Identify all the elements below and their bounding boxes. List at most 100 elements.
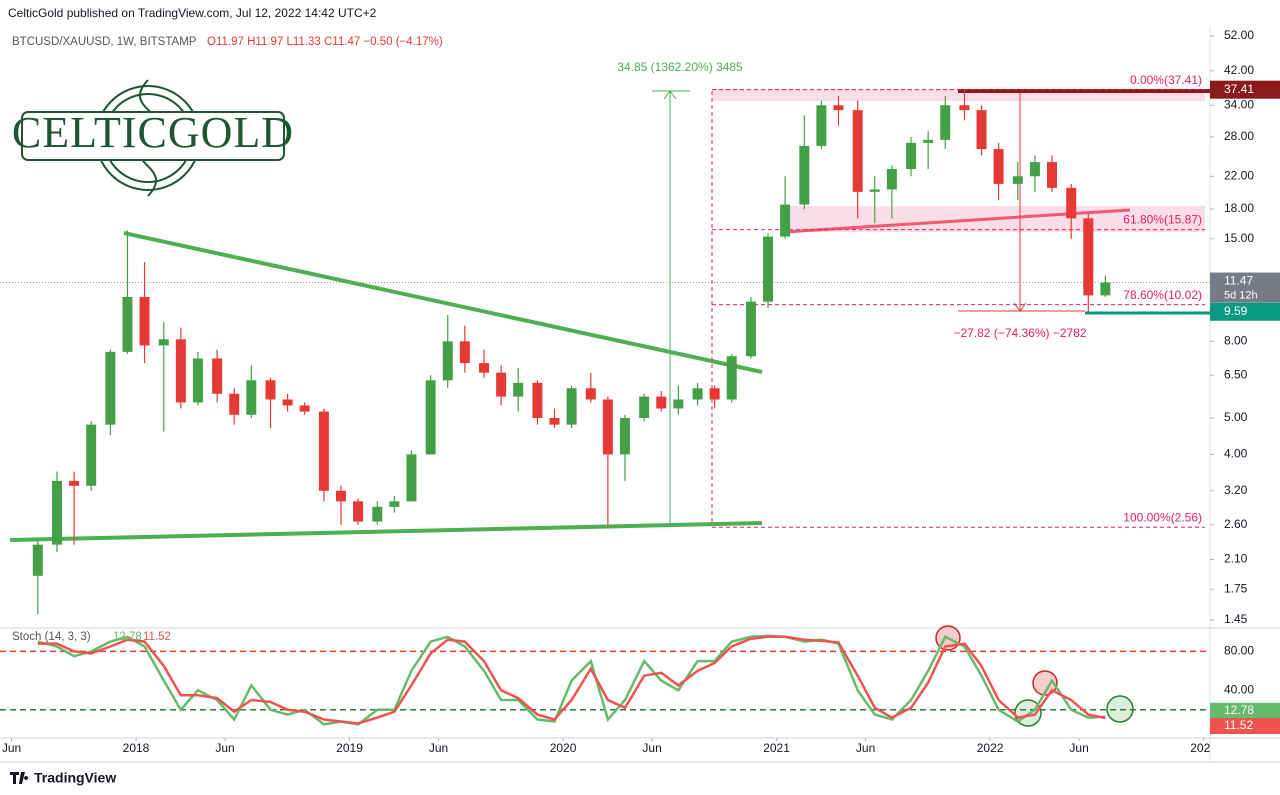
stoch-title: Stoch (14, 3, 3) [12, 631, 91, 643]
stoch-line [37, 635, 1106, 725]
candle-body [105, 351, 116, 425]
candle-body [335, 490, 346, 502]
x-tick-label: 2018 [123, 741, 150, 755]
y-tick-label: 18.00 [1224, 201, 1254, 215]
price-tag [1210, 718, 1280, 735]
candle-body [1066, 187, 1077, 219]
y-tick-label: 2.60 [1224, 517, 1248, 531]
candle-body [212, 358, 223, 394]
y-tick-label: 28.00 [1224, 129, 1254, 143]
x-tick-label: Jun [856, 741, 875, 755]
y-tick-label: 40.00 [1224, 682, 1254, 696]
candle-body [656, 396, 667, 409]
x-tick-label: Jun [215, 741, 234, 755]
signal-circle [1106, 695, 1134, 723]
fib-label: 0.00%(37.41) [1130, 73, 1202, 87]
stoch-line [37, 634, 1106, 726]
candle-body [246, 380, 257, 415]
price-tag [1210, 80, 1280, 99]
candle-body [532, 382, 543, 418]
y-tick-label: 1.45 [1224, 612, 1248, 626]
published-note: CelticGold published on TradingView.com,… [8, 6, 377, 20]
candle-body [158, 339, 169, 346]
candle-body [1012, 176, 1023, 184]
candle-body [372, 506, 383, 522]
candle-body [69, 480, 80, 486]
candle-body [726, 356, 737, 400]
candle-body [1029, 162, 1040, 177]
candle-body [763, 236, 774, 302]
candle-body [175, 339, 186, 403]
x-tick-label: Jun [1069, 741, 1088, 755]
footer-brand: TradingView [34, 770, 116, 786]
candle-body [799, 145, 810, 205]
candle-body [389, 501, 400, 507]
trendline [123, 231, 763, 374]
candle-body [709, 388, 720, 400]
candle-body [1046, 162, 1057, 188]
x-tick-label: Jun [642, 741, 661, 755]
measure-arrow [663, 90, 677, 100]
ohlc-header: O11.97 H11.97 L11.33 C11.47 −0.50 (−4.17… [207, 36, 443, 48]
y-tick-label: 5.00 [1224, 410, 1248, 424]
candle-body [619, 417, 630, 455]
candle-body [566, 388, 577, 425]
x-tick-label: 2023 [1190, 741, 1217, 755]
candle-body [479, 363, 490, 373]
y-tick-label: 4.00 [1224, 447, 1248, 461]
candle-body [692, 388, 703, 400]
candle-body [852, 110, 863, 192]
countdown-label: 5d 12h [1224, 289, 1258, 301]
y-tick-label: 22.00 [1224, 168, 1254, 182]
candle-body [442, 341, 453, 381]
y-tick-label: 1.75 [1224, 581, 1248, 595]
candle-body [959, 105, 970, 111]
candle-body [993, 149, 1004, 184]
candle-body [780, 204, 791, 237]
y-tick-label: 2.10 [1224, 552, 1248, 566]
price-tag-label: 9.59 [1224, 304, 1248, 318]
price-tag [1210, 272, 1280, 303]
candle-body [673, 399, 684, 409]
candle-body [513, 382, 524, 397]
candle-body [745, 301, 756, 357]
trendline [9, 521, 763, 542]
fib-label: 61.80%(15.87) [1123, 213, 1202, 227]
price-tag-label: 37.41 [1224, 82, 1254, 96]
footer-logo [10, 772, 29, 784]
candle-body [32, 544, 43, 576]
y-tick-label: 42.00 [1224, 63, 1254, 77]
x-tick-label: 2020 [550, 741, 577, 755]
candle-body [139, 296, 150, 346]
candle-body [1083, 218, 1094, 296]
candle-body [549, 417, 560, 425]
candle-body [406, 454, 417, 502]
fib-label: 78.60%(10.02) [1123, 288, 1202, 302]
price-tag-label: 11.47 [1224, 274, 1253, 288]
candle-body [886, 169, 897, 190]
y-tick-label: 8.00 [1224, 333, 1248, 347]
y-tick-label: 15.00 [1224, 231, 1254, 245]
candle-body [906, 142, 917, 170]
x-tick-label: 2021 [763, 741, 790, 755]
y-tick-label: 52.00 [1224, 28, 1254, 42]
fib-label: 100.00%(2.56) [1123, 510, 1202, 524]
candle-body [639, 396, 650, 418]
candle-body [86, 424, 97, 486]
logo-text: CELTICGOLD [12, 108, 294, 157]
candle-body [122, 296, 133, 352]
candle-body [52, 480, 63, 545]
candle-body [265, 380, 276, 400]
candle-body [459, 341, 470, 364]
price-tag-label: 11.52 [1224, 718, 1253, 732]
price-tag-label: 12.78 [1224, 703, 1254, 717]
candle-body [229, 393, 240, 415]
y-tick-label: 3.20 [1224, 483, 1248, 497]
y-tick-label: 6.50 [1224, 367, 1248, 381]
stoch-legend-value: 12.78 [113, 631, 142, 643]
measure-arrow [1013, 302, 1027, 312]
plot-area: Jun 2018 Jun 2019 Jun 2020 Jun 2021 Jun 2022 Jun 20… [0, 73, 1217, 755]
candle-body [282, 399, 293, 406]
